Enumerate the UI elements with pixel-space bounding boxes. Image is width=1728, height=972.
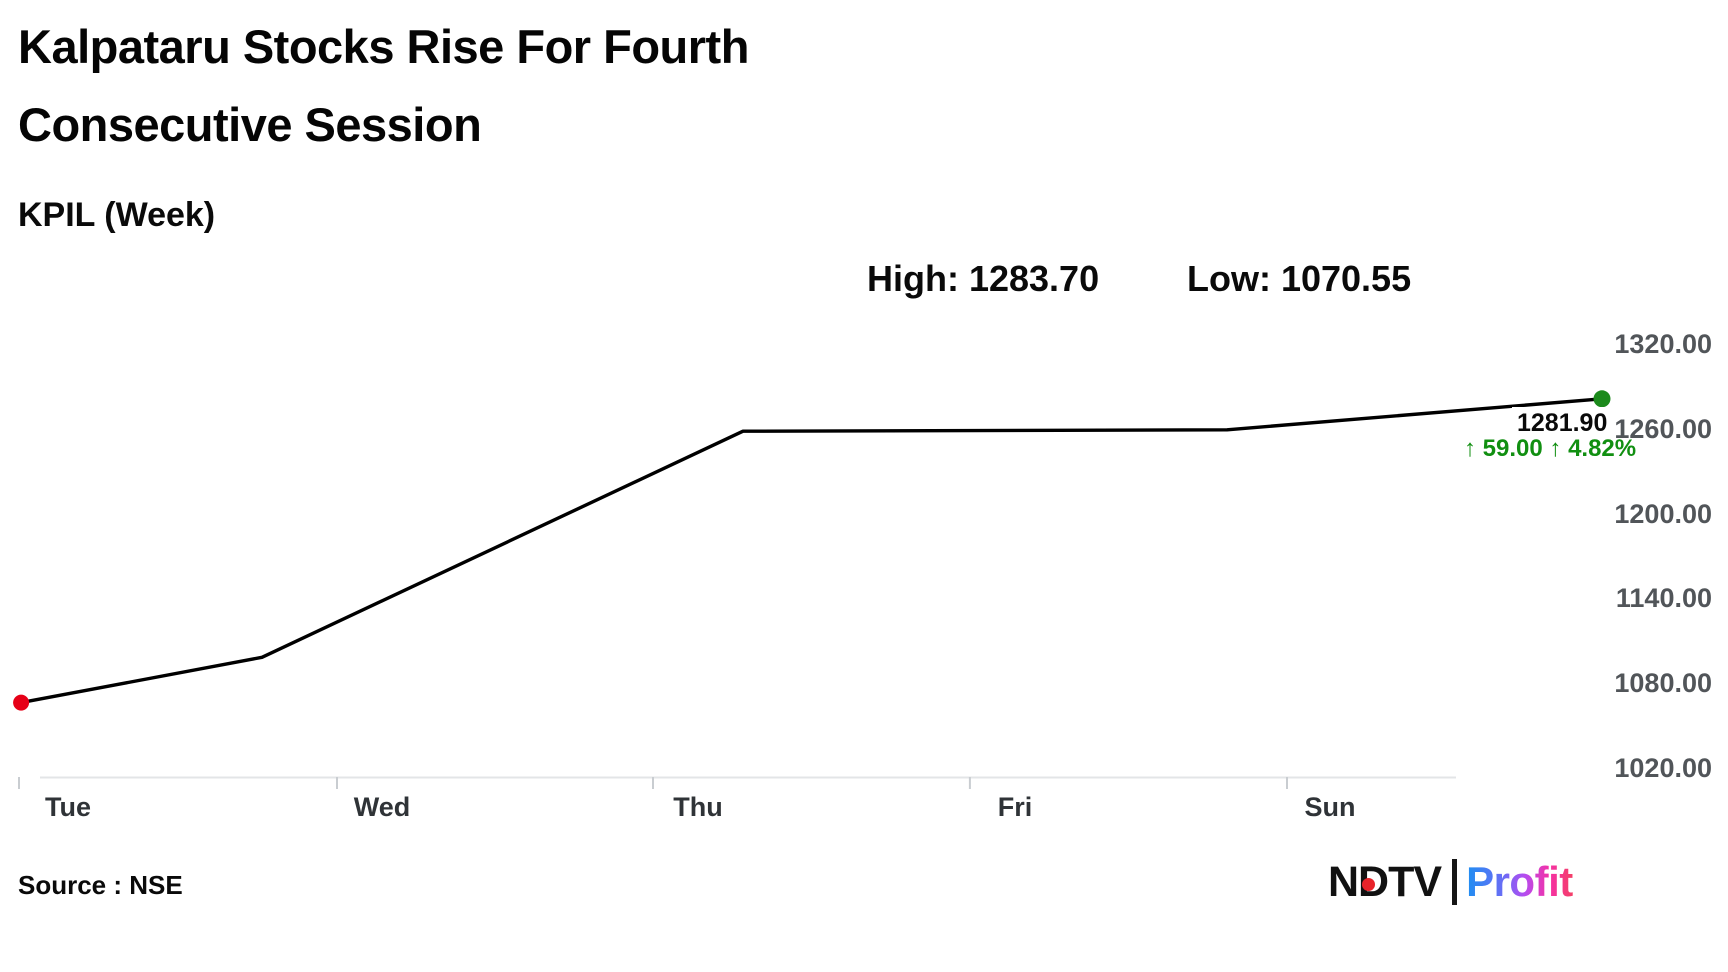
last-price-label: 1281.90 <box>1512 407 1613 439</box>
price-line <box>19 397 1604 705</box>
last-point-marker <box>1593 390 1611 408</box>
source-attribution: Source : NSE <box>18 870 183 900</box>
x-axis-label: Thu <box>673 792 723 822</box>
first-point-marker <box>13 694 30 711</box>
logo-separator <box>1452 859 1458 905</box>
page-title-line-1: Kalpataru Stocks Rise For Fourth <box>18 20 749 73</box>
ndtv-profit-logo: NDTV Profit <box>1328 856 1573 908</box>
y-axis-label: 1200.00 <box>1614 499 1712 529</box>
y-axis-label: 1080.00 <box>1614 668 1712 698</box>
ndtv-logo-text: NDTV <box>1328 857 1442 906</box>
ndtv-red-dot-icon <box>1362 877 1375 891</box>
y-axis-label: 1260.00 <box>1614 414 1712 444</box>
chart-subtitle: KPIL (Week) <box>18 196 216 234</box>
price-change-label: ↑ 59.00 ↑ 4.82% <box>1464 435 1637 462</box>
page-title-line-2: Consecutive Session <box>18 98 482 151</box>
x-axis-label: Tue <box>45 792 91 822</box>
x-axis-ticks <box>18 777 1288 789</box>
low-value: Low: 1070.55 <box>1187 258 1412 299</box>
y-axis-label: 1140.00 <box>1615 583 1712 613</box>
high-value: High: 1283.70 <box>867 258 1100 299</box>
page-title: Kalpataru Stocks Rise For Fourth Consecu… <box>18 8 749 164</box>
x-axis-label: Sun <box>1304 792 1356 822</box>
y-axis-label: 1320.00 <box>1614 329 1712 359</box>
profit-logo-text: Profit <box>1466 858 1573 905</box>
y-axis-label: 1020.00 <box>1614 753 1712 783</box>
x-axis-label: Fri <box>997 792 1033 822</box>
ndtv-logo: NDTV <box>1328 857 1442 907</box>
x-axis-label: Wed <box>353 792 411 822</box>
